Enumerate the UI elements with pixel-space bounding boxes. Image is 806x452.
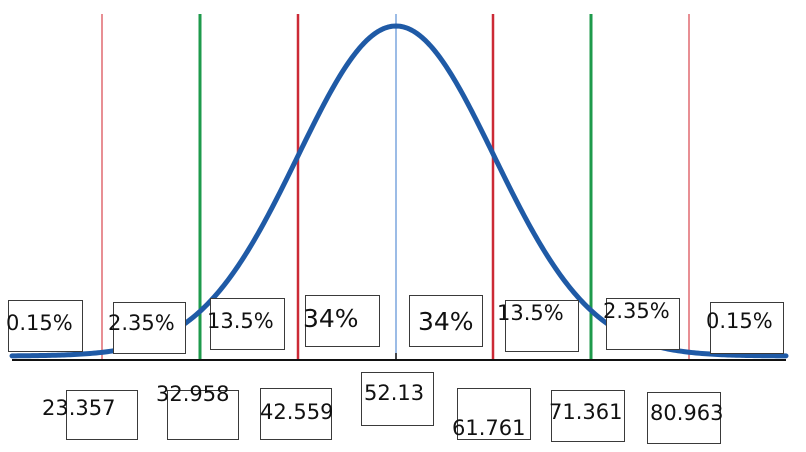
percent-box-3 [210, 298, 285, 350]
value-label-4: 52.13 [364, 381, 425, 405]
percent-box-6 [505, 300, 579, 352]
value-box-1 [66, 390, 138, 440]
value-label-1: 23.357 [42, 396, 116, 420]
value-box-2 [167, 390, 239, 440]
value-box-7 [647, 392, 721, 444]
value-box-3 [260, 388, 332, 440]
percent-label-5: 34% [418, 307, 474, 336]
value-label-6: 71.361 [549, 400, 623, 424]
percent-box-8 [710, 302, 784, 354]
value-box-5 [457, 388, 531, 440]
value-label-2: 32.958 [156, 382, 230, 406]
percent-box-2 [113, 302, 186, 354]
value-label-5: 61.761 [452, 416, 526, 440]
percent-label-6: 13.5% [497, 301, 564, 325]
percent-label-8: 0.15% [706, 309, 773, 333]
percent-label-3: 13.5% [207, 309, 274, 333]
value-box-6 [551, 390, 625, 442]
value-label-7: 80.963 [650, 401, 724, 425]
percent-label-2: 2.35% [108, 311, 175, 335]
percent-box-1 [8, 300, 83, 352]
value-box-4 [361, 372, 434, 426]
percent-box-5 [409, 295, 483, 347]
percent-label-1: 0.15% [6, 311, 73, 335]
percent-label-4: 34% [303, 304, 359, 333]
percent-box-7 [606, 298, 680, 350]
percent-label-7: 2.35% [603, 299, 670, 323]
percent-box-4 [305, 295, 380, 347]
value-label-3: 42.559 [260, 400, 334, 424]
